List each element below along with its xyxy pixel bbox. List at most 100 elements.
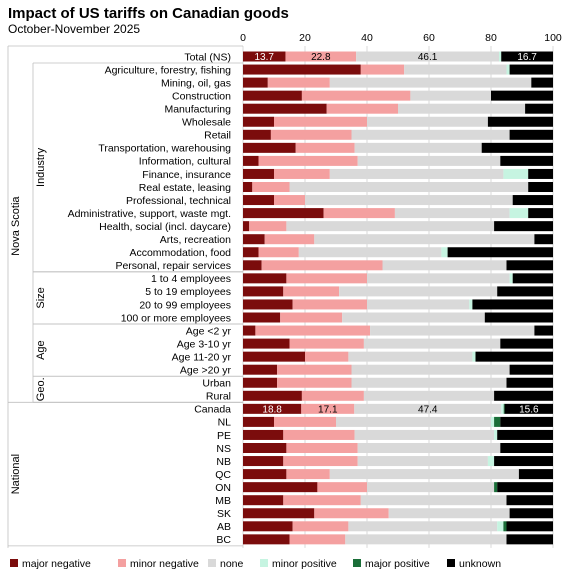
bar-segment-major-negative: [243, 247, 259, 258]
category-label: AB: [217, 521, 231, 533]
bar-segment-major-negative: [243, 234, 265, 245]
bar-segment-major-negative: [243, 416, 274, 427]
category-label: Age 3-10 yr: [177, 338, 232, 350]
legend-swatch-none: [208, 559, 216, 567]
bar-segment-minor-negative: [286, 469, 330, 480]
bar-segment-minor-negative: [252, 182, 290, 192]
bar-segment-unknown: [504, 403, 553, 414]
chart-subtitle: October-November 2025: [8, 22, 140, 36]
bar-segment-major-negative: [243, 103, 327, 114]
legend-label-minor-negative: minor negative: [130, 558, 199, 570]
bar-segment-unknown: [506, 534, 553, 545]
bar-segment-minor-negative: [274, 168, 330, 179]
data-label: 13.7: [255, 52, 275, 63]
bar-segment-major-negative: [243, 377, 278, 388]
bar-segment-major-negative: [243, 325, 256, 336]
category-label: Real estate, leasing: [139, 182, 231, 194]
category-label: Personal, repair services: [115, 260, 231, 272]
category-label: Administrative, support, waste mgt.: [68, 208, 231, 220]
category-label: 20 to 99 employees: [139, 299, 231, 311]
bar-segment-minor-negative: [264, 234, 315, 245]
bar-segment-major-negative: [243, 338, 290, 349]
subgroup-label-industry: Industry: [35, 147, 47, 187]
category-label: Agriculture, forestry, fishing: [105, 64, 232, 76]
bar-segment-minor-negative: [301, 390, 364, 401]
bar-segment-unknown: [518, 469, 553, 480]
bar-segment-none: [398, 103, 526, 114]
bar-segment-minor-negative: [286, 443, 358, 453]
bar-segment-minor-negative: [283, 495, 361, 506]
bar-segment-none: [329, 469, 519, 480]
bar-segment-minor-positive: [441, 247, 448, 258]
bar-segment-unknown: [509, 64, 553, 75]
bar-segment-major-negative: [243, 482, 318, 493]
bar-segment-none: [336, 416, 491, 427]
bar-segment-none: [367, 273, 510, 284]
category-label: Construction: [172, 90, 231, 102]
bar-segment-unknown: [509, 364, 553, 375]
bar-segment-none: [382, 260, 507, 271]
legend-swatch-minor-positive: [260, 559, 268, 567]
bar-segment-minor-negative: [274, 195, 305, 206]
bar-segment-minor-negative: [283, 286, 340, 297]
legend-label-unknown: unknown: [459, 558, 501, 570]
bar-segment-major-negative: [243, 195, 274, 206]
bar-segment-unknown: [528, 168, 553, 179]
category-label: PE: [217, 430, 231, 442]
bar-segment-unknown: [497, 429, 553, 440]
bar-segment-minor-negative: [360, 64, 405, 75]
bar-segment-major-negative: [243, 64, 361, 75]
bar-segment-none: [367, 116, 488, 127]
bar-segment-none: [348, 351, 473, 362]
bar-segment-none: [363, 338, 501, 349]
bar-segment-major-positive: [503, 403, 505, 414]
bar-segment-minor-negative: [255, 325, 371, 336]
bar-segment-minor-negative: [274, 116, 367, 127]
data-label: 22.8: [311, 52, 331, 63]
bar-segment-major-negative: [243, 495, 284, 506]
bar-segment-unknown: [501, 51, 553, 62]
bar-segment-minor-negative: [295, 142, 355, 153]
bar-segment-none: [357, 456, 488, 467]
category-label: BC: [216, 534, 231, 546]
chart-title: Impact of US tariffs on Canadian goods: [8, 5, 289, 22]
bar-segment-major-negative: [243, 456, 284, 467]
bar-segment-unknown: [500, 416, 553, 427]
bar-segment-major-negative: [243, 129, 271, 140]
bar-segment-unknown: [528, 208, 553, 219]
bar-segment-unknown: [500, 338, 553, 349]
bar-segment-none: [354, 429, 495, 440]
category-label: Age 11-20 yr: [172, 351, 232, 363]
bar-segment-none: [289, 182, 529, 192]
bar-segment-minor-positive: [501, 403, 504, 414]
bar-segment-none: [351, 377, 507, 388]
bar-segment-unknown: [494, 456, 553, 467]
bar-segment-minor-negative: [285, 51, 357, 62]
legend-label-major-negative: major negative: [22, 558, 91, 570]
legend: major negative minor negative none minor po…: [10, 558, 501, 570]
category-label: 5 to 19 employees: [145, 286, 231, 298]
bar-segment-major-negative: [243, 429, 284, 440]
bar-segment-minor-negative: [301, 90, 411, 101]
subgroup-label-age: Age: [35, 340, 47, 360]
legend-swatch-minor-negative: [118, 559, 126, 567]
bar-segment-major-negative: [243, 155, 259, 166]
category-label: Arts, recreation: [160, 234, 231, 246]
category-label: MB: [215, 495, 231, 507]
bar-segment-unknown: [497, 482, 553, 493]
category-label: Wholesale: [182, 117, 231, 129]
bars: Total (NS) 13.7 22.8 46.1 16.7 Agriculture, f…: [68, 51, 553, 546]
bar-segment-minor-negative: [267, 77, 330, 88]
bar-segment-major-negative: [243, 286, 284, 297]
bar-segment-none: [351, 129, 510, 140]
bar-segment-major-negative: [243, 351, 305, 362]
bar-segment-major-negative: [243, 403, 302, 414]
bar-segment-unknown: [481, 142, 553, 153]
bar-segment-none: [357, 155, 501, 166]
bar-segment-major-negative: [243, 221, 250, 232]
bar-segment-unknown: [525, 103, 553, 114]
bar-segment-major-positive: [503, 521, 507, 532]
bar-segment-major-negative: [243, 51, 286, 62]
subgroup-label-geo: Geo.: [35, 377, 47, 401]
